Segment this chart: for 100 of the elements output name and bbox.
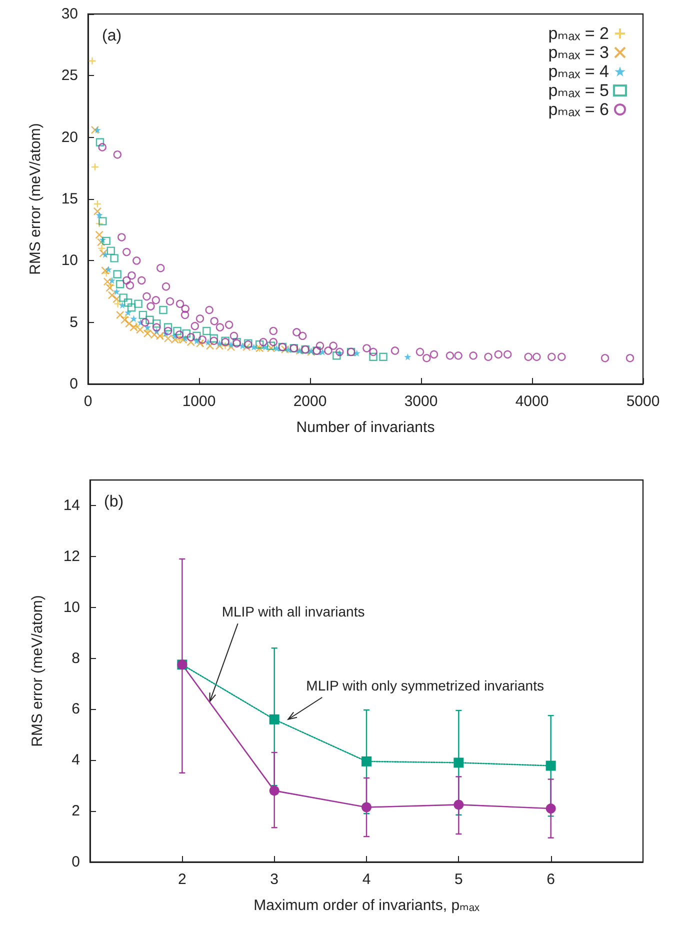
- y-tick-label: 20: [61, 128, 78, 146]
- point: [134, 300, 142, 308]
- y-tick-label: 5: [70, 314, 78, 331]
- point: [124, 308, 132, 316]
- annotation: (b): [104, 494, 124, 510]
- y-tick-label: 30: [61, 6, 78, 22]
- y-tick-label: 10: [61, 252, 78, 270]
- point: [454, 800, 464, 810]
- point: [113, 288, 120, 295]
- x-tick-label: 3000: [404, 393, 438, 410]
- point: [110, 254, 118, 262]
- point: [242, 342, 251, 352]
- point: [175, 336, 184, 344]
- point: [98, 217, 107, 226]
- legend-label: pₘₐₓ = 4: [548, 62, 609, 81]
- point: [202, 326, 211, 336]
- point: [96, 212, 103, 219]
- point: [138, 310, 148, 320]
- x-tick-label: 3: [270, 871, 279, 888]
- point: [192, 332, 201, 340]
- point: [116, 310, 124, 320]
- point: [108, 276, 116, 284]
- point: [179, 336, 188, 344]
- annotation: (a): [102, 28, 122, 44]
- point: [332, 352, 341, 360]
- point: [112, 294, 121, 303]
- point: [546, 760, 556, 771]
- y-tick-label: 10: [63, 598, 80, 616]
- point: [125, 319, 134, 328]
- point: [99, 249, 108, 258]
- point: [454, 758, 464, 768]
- x-tick-label: 2000: [293, 393, 327, 410]
- point: [210, 334, 218, 342]
- point: [93, 200, 102, 208]
- point: [136, 326, 144, 334]
- x-tick-label: 4: [362, 871, 371, 888]
- point: [266, 344, 276, 352]
- point: [102, 236, 110, 246]
- point: [94, 126, 101, 134]
- y-tick-label: 25: [61, 67, 78, 84]
- point: [404, 353, 412, 360]
- point: [173, 326, 182, 336]
- point: [269, 714, 280, 724]
- legend-label: pₘₐₓ = 6: [548, 100, 609, 119]
- point: [127, 303, 136, 312]
- y-tick-label: 12: [63, 548, 80, 565]
- y-axis-title: RMS error (meV/atom): [27, 123, 44, 275]
- y-tick-label: 4: [72, 752, 80, 769]
- point: [132, 322, 140, 330]
- point: [106, 281, 115, 290]
- point: [119, 294, 128, 302]
- annotation: MLIP with only symmetrized invariants: [306, 677, 544, 694]
- point: [186, 338, 195, 346]
- point: [105, 266, 112, 273]
- x-axis-title: Maximum order of invariants, pₘₐₓ: [254, 897, 480, 914]
- point: [90, 126, 100, 134]
- x-tick-label: 5000: [626, 393, 660, 410]
- point: [215, 342, 224, 350]
- point: [152, 319, 161, 328]
- legend-label: pₘₐₓ = 3: [548, 43, 609, 62]
- point: [164, 323, 172, 332]
- point: [206, 342, 214, 350]
- point: [88, 56, 96, 65]
- x-tick-label: 1000: [182, 393, 216, 410]
- y-tick-label: 15: [61, 190, 78, 208]
- point: [90, 162, 100, 172]
- point: [266, 342, 276, 350]
- point: [362, 756, 372, 766]
- y-tick-label: 0: [72, 854, 80, 870]
- point: [182, 329, 190, 338]
- point: [146, 316, 154, 324]
- x-tick-label: 6: [546, 871, 556, 888]
- point: [102, 251, 109, 258]
- y-tick-label: 0: [70, 376, 78, 392]
- x-tick-label: 5: [454, 871, 463, 888]
- point: [226, 342, 236, 352]
- y-tick-label: 14: [63, 496, 80, 514]
- point: [130, 323, 138, 332]
- point: [546, 804, 556, 814]
- x-axis-title: Number of invariants: [296, 419, 435, 436]
- point: [143, 329, 152, 338]
- point: [164, 334, 172, 342]
- x-tick-label: 0: [84, 393, 92, 410]
- y-tick-label: 6: [72, 700, 80, 718]
- point: [102, 268, 110, 278]
- point: [156, 332, 164, 340]
- legend-label: pₘₐₓ = 2: [548, 24, 609, 43]
- point: [93, 207, 102, 216]
- point: [369, 352, 378, 361]
- point: [96, 138, 104, 146]
- point: [170, 336, 180, 344]
- point: [114, 300, 122, 308]
- point: [158, 332, 166, 340]
- point: [106, 246, 115, 255]
- x-tick-label: 4000: [515, 393, 549, 410]
- point: [150, 330, 158, 339]
- point: [122, 313, 130, 322]
- y-axis-title: RMS error (meV/atom): [29, 595, 46, 747]
- point: [280, 345, 290, 354]
- point: [113, 270, 122, 278]
